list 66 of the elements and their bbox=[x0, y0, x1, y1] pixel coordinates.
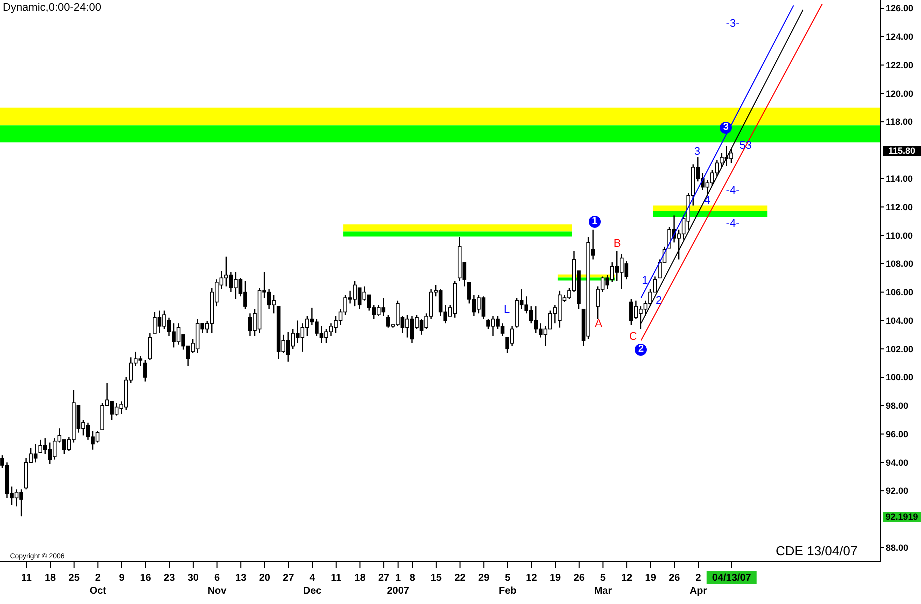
x-tick-label: 19 bbox=[550, 573, 562, 584]
y-tick-label: 88.00 bbox=[886, 543, 909, 554]
y-tick-label: 92.00 bbox=[886, 486, 909, 496]
y-tick-label: 126.00 bbox=[886, 4, 914, 14]
annotation: C bbox=[629, 331, 638, 343]
x-tick-label: 6 Nov bbox=[208, 573, 228, 597]
x-tick-label: 27 bbox=[283, 573, 295, 584]
y-tick-label: 114.00 bbox=[886, 174, 914, 184]
y-tick-label: 120.00 bbox=[886, 88, 914, 99]
y-tick-label: 110.00 bbox=[886, 230, 914, 241]
x-tick-label: 19 bbox=[645, 573, 657, 584]
x-tick-label: 26 bbox=[669, 573, 681, 584]
x-tick-label: 30 bbox=[188, 573, 200, 584]
x-tick-label: 16 bbox=[140, 573, 152, 584]
x-tick-label: 18 bbox=[44, 573, 57, 584]
x-tick-label: 11 bbox=[21, 573, 32, 584]
x-tick-label: 25 bbox=[68, 573, 80, 584]
annotation: B bbox=[614, 238, 622, 250]
x-tick-label: 27 bbox=[378, 573, 390, 584]
x-tick-label: 12 bbox=[621, 573, 634, 584]
x-tick-label: 29 bbox=[478, 573, 490, 584]
y-tick-label: 98.00 bbox=[886, 401, 909, 412]
x-tick-label: 23 bbox=[164, 573, 176, 584]
y-tick-label: 96.00 bbox=[886, 429, 909, 440]
annotation: 3 bbox=[720, 122, 732, 134]
text: 115.80 bbox=[883, 146, 921, 156]
annotation: 4 bbox=[704, 195, 710, 207]
y-tick-label: 106.00 bbox=[886, 288, 914, 298]
x-tick-label: 20 bbox=[259, 573, 271, 584]
y-tick-label: 112.00 bbox=[886, 202, 914, 212]
y-tick-label: 122.00 bbox=[886, 60, 914, 70]
annotation: 1 bbox=[588, 216, 601, 228]
annotation: 3 bbox=[694, 146, 701, 158]
y-tick-label: 104.00 bbox=[886, 316, 914, 326]
y-tick-label: 102.00 bbox=[886, 344, 914, 354]
x-tick-label: 26 bbox=[574, 573, 586, 584]
y-tick-label: 94.00 bbox=[886, 458, 909, 468]
x-tick-label: 18 bbox=[354, 573, 366, 584]
x-tick-label: 8 bbox=[410, 573, 416, 584]
x-tick-label: 2 Oct bbox=[90, 573, 108, 597]
x-tick-label: 22 bbox=[454, 573, 466, 584]
y-tick-label: 108.00 bbox=[886, 259, 914, 270]
x-tick-label: 5 Feb bbox=[499, 573, 517, 597]
x-tick-label: 11 bbox=[331, 573, 342, 584]
x-tick-label: 15 bbox=[430, 573, 442, 584]
annotation: -4- bbox=[726, 218, 740, 230]
x-tick-label: 9 bbox=[119, 573, 126, 584]
text: 92.1919 bbox=[883, 512, 921, 522]
x-tick-label: 12 bbox=[526, 573, 538, 584]
annotation: -4- bbox=[726, 185, 740, 197]
y-tick-label: 124.00 bbox=[886, 32, 914, 42]
chart-title: Dynamic,0:00-24:00 bbox=[3, 2, 102, 14]
annotation: A bbox=[595, 318, 602, 330]
annotation: L bbox=[504, 304, 510, 316]
x-tick-label: 04/13/07 bbox=[712, 573, 752, 584]
annotation: 2 bbox=[635, 344, 648, 356]
y-tick-label: 118.00 bbox=[886, 117, 914, 128]
x-tick-label: 4 Dec bbox=[303, 573, 322, 597]
annotation: CDE 13/04/07 bbox=[776, 544, 858, 558]
x-tick-label: 2 Apr bbox=[690, 573, 708, 597]
y-tick-label: 100.00 bbox=[886, 372, 914, 383]
annotation: 2 bbox=[656, 295, 662, 307]
annotation: 1 bbox=[642, 275, 648, 287]
x-tick-label: 5 Mar bbox=[594, 573, 612, 597]
x-tick-label: 13 bbox=[236, 573, 248, 584]
annotation: -3- bbox=[726, 18, 740, 30]
